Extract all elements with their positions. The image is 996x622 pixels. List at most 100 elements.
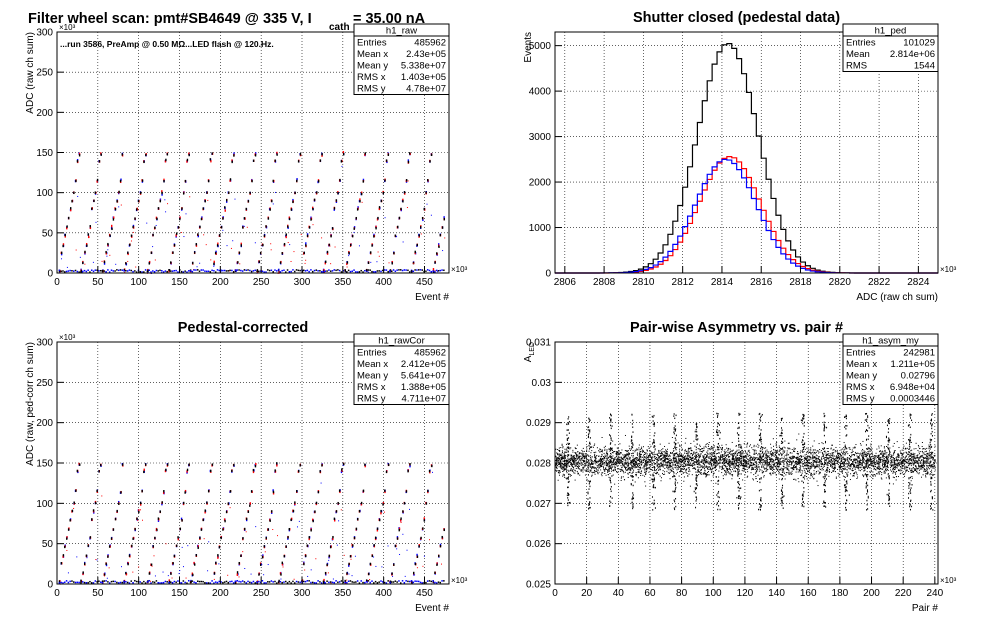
scatter-point [586, 458, 588, 460]
scatter-point [834, 465, 836, 467]
scatter-point [742, 459, 744, 461]
scatter-point [380, 509, 382, 513]
scatter-point [441, 226, 444, 229]
scatter-point [414, 580, 416, 582]
scatter-point [770, 474, 772, 476]
scatter-point [269, 519, 271, 522]
scatter-point [577, 455, 579, 457]
scatter-point [155, 224, 157, 226]
scatter-point [181, 519, 183, 522]
scatter-point [789, 448, 791, 450]
scatter-point [844, 454, 846, 456]
scatter-point [747, 463, 749, 465]
scatter-point [613, 458, 615, 460]
scatter-point [806, 464, 808, 466]
scatter-point [711, 463, 713, 465]
scatter-point [262, 554, 264, 557]
scatter-point [307, 575, 309, 577]
scatter-point [254, 582, 256, 584]
scatter-point [555, 463, 557, 465]
scatter-point [891, 458, 893, 460]
scatter-point [672, 476, 674, 478]
scatter-point [154, 536, 156, 540]
scatter-point [767, 451, 769, 453]
scatter-point [223, 269, 226, 272]
scatter-point [833, 462, 835, 464]
scatter-point [69, 580, 71, 583]
scatter-point [729, 465, 731, 467]
scatter-point [883, 470, 885, 472]
scatter-point [878, 454, 880, 456]
scatter-point [868, 456, 870, 458]
scatter-point [685, 451, 687, 453]
scatter-point [756, 481, 758, 483]
scatter-point [324, 571, 327, 575]
scatter-point [362, 271, 364, 273]
scatter-point [348, 251, 350, 255]
scatter-point [892, 462, 894, 464]
scatter-point [578, 459, 580, 461]
scatter-point [831, 465, 833, 467]
scatter-point [840, 455, 842, 457]
scatter-point [615, 461, 617, 463]
scatter-point [799, 461, 801, 463]
scatter-point [703, 461, 705, 463]
scatter-point [690, 465, 692, 467]
scatter-point [581, 463, 583, 465]
scatter-point [254, 242, 256, 244]
scatter-point [723, 464, 725, 466]
scatter-point [804, 478, 806, 480]
scatter-point [905, 471, 907, 473]
scatter-point [245, 582, 247, 584]
scatter-point [88, 235, 90, 239]
scatter-point [865, 456, 867, 458]
scatter-point [722, 475, 724, 477]
scatter-point [574, 458, 576, 460]
scatter-point [679, 464, 681, 466]
scatter-point [287, 537, 289, 540]
scatter-point [135, 266, 137, 268]
scatter-point [808, 451, 810, 453]
scatter-point [893, 468, 895, 470]
scatter-point [195, 243, 198, 246]
scatter-point [288, 216, 291, 219]
scatter-point [757, 459, 759, 461]
scatter-point [593, 454, 595, 456]
scatter-point [710, 463, 712, 465]
scatter-point [634, 464, 636, 466]
scatter-point [878, 461, 880, 463]
scatter-point [707, 468, 709, 470]
scatter-point [696, 454, 698, 456]
scatter-point [163, 178, 165, 182]
scatter-point [558, 472, 560, 474]
scatter-point [432, 471, 434, 473]
scatter-point [731, 463, 733, 465]
scatter-point [790, 467, 792, 469]
scatter-point [608, 456, 610, 458]
scatter-point [632, 455, 634, 457]
stats-label: RMS [846, 61, 867, 72]
scatter-point [270, 243, 272, 245]
scatter-point [734, 458, 736, 460]
scatter-point [713, 458, 715, 460]
scatter-point [162, 271, 165, 273]
scatter-point [249, 191, 251, 195]
scatter-point [223, 518, 226, 521]
scatter-point [576, 444, 578, 446]
scatter-point [823, 465, 825, 467]
scatter-point [283, 554, 285, 558]
scatter-point [672, 450, 674, 452]
scatter-point [776, 441, 778, 443]
scatter-point [579, 452, 581, 454]
scatter-point [794, 467, 796, 469]
scatter-point [754, 464, 756, 466]
scatter-point [132, 537, 134, 540]
scatter-point [825, 463, 827, 465]
scatter-point [743, 466, 745, 468]
scatter-point [586, 461, 588, 463]
scatter-point [200, 580, 203, 583]
scatter-point [784, 450, 786, 452]
scatter-point [200, 528, 203, 531]
scatter-point [827, 460, 829, 462]
scatter-point [313, 269, 316, 272]
